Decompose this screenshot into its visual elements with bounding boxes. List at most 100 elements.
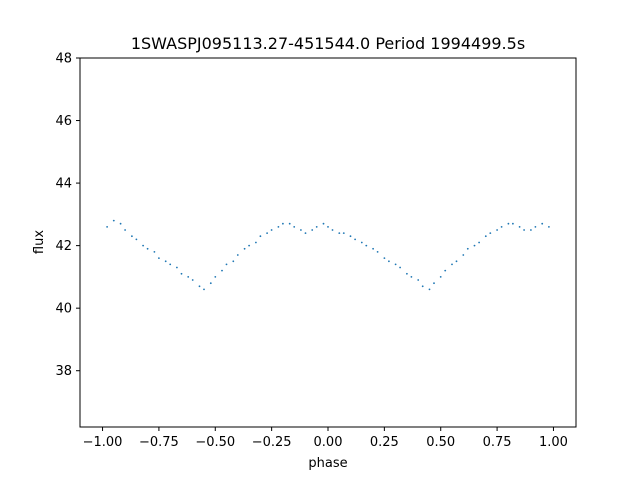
y-tick-label: 40 bbox=[55, 302, 72, 317]
data-point bbox=[496, 229, 498, 231]
data-point bbox=[243, 247, 246, 250]
data-point bbox=[153, 251, 156, 253]
data-point bbox=[146, 247, 149, 250]
data-point bbox=[354, 238, 356, 241]
data-point bbox=[236, 254, 239, 256]
data-point bbox=[500, 226, 503, 228]
data-point bbox=[176, 266, 178, 269]
data-point bbox=[523, 229, 525, 231]
data-point bbox=[327, 226, 329, 228]
data-point bbox=[518, 226, 521, 228]
data-point bbox=[214, 276, 217, 278]
y-tick-label: 38 bbox=[55, 364, 72, 379]
data-point bbox=[383, 257, 386, 259]
data-point bbox=[462, 254, 465, 256]
data-point bbox=[282, 222, 284, 225]
x-tick-label: 0.00 bbox=[314, 435, 343, 450]
data-point bbox=[270, 229, 273, 231]
x-tick-label: −1.00 bbox=[83, 435, 123, 450]
data-point bbox=[331, 229, 334, 231]
x-tick-label: 1.00 bbox=[539, 435, 568, 450]
data-point bbox=[484, 235, 487, 238]
data-point bbox=[322, 222, 325, 225]
x-axis: −1.00 −0.75 −0.50 −0.25 0.00 0.25 0.50 0.75 1.00 bbox=[83, 427, 568, 450]
data-point bbox=[439, 276, 442, 278]
data-point bbox=[119, 222, 122, 225]
y-tick-label: 48 bbox=[55, 52, 72, 67]
data-point bbox=[541, 222, 544, 225]
data-point bbox=[365, 244, 368, 247]
data-point bbox=[388, 260, 390, 263]
data-point bbox=[417, 279, 420, 281]
data-point bbox=[266, 232, 268, 235]
data-point bbox=[466, 247, 469, 250]
y-axis: 38 40 42 44 46 48 bbox=[55, 52, 80, 379]
data-point bbox=[410, 276, 413, 278]
data-point bbox=[548, 226, 550, 228]
data-point bbox=[187, 276, 190, 278]
data-point bbox=[106, 226, 108, 228]
data-point bbox=[428, 288, 431, 291]
x-tick-label: 0.75 bbox=[483, 435, 512, 450]
data-point bbox=[360, 241, 363, 244]
data-point bbox=[534, 226, 537, 228]
data-point bbox=[248, 244, 251, 247]
data-point bbox=[198, 285, 201, 288]
data-point bbox=[255, 241, 257, 244]
y-axis-label: flux bbox=[32, 230, 47, 254]
x-tick-label: −0.25 bbox=[252, 435, 292, 450]
data-point bbox=[349, 235, 352, 238]
data-point bbox=[209, 282, 212, 285]
data-point bbox=[451, 263, 453, 266]
data-point bbox=[399, 266, 401, 269]
y-tick-label: 44 bbox=[55, 177, 72, 192]
data-point bbox=[191, 279, 194, 281]
y-tick-label: 42 bbox=[55, 239, 72, 254]
data-point bbox=[203, 288, 205, 291]
data-point bbox=[406, 272, 408, 275]
data-point bbox=[455, 260, 458, 263]
data-point bbox=[478, 241, 480, 244]
data-point bbox=[315, 226, 318, 228]
data-point bbox=[507, 222, 510, 225]
data-point bbox=[473, 244, 476, 247]
x-tick-label: 0.25 bbox=[370, 435, 399, 450]
data-point bbox=[180, 272, 183, 275]
data-point bbox=[376, 251, 379, 253]
data-point bbox=[142, 244, 145, 247]
x-tick-label: −0.75 bbox=[139, 435, 179, 450]
data-point bbox=[421, 285, 424, 288]
data-point bbox=[444, 269, 447, 272]
data-point bbox=[135, 238, 138, 241]
data-point bbox=[489, 232, 492, 235]
x-tick-label: 0.50 bbox=[426, 435, 455, 450]
data-point bbox=[232, 260, 235, 263]
data-point bbox=[158, 257, 160, 259]
data-point bbox=[277, 226, 280, 228]
scatter-points bbox=[106, 219, 550, 291]
data-point bbox=[259, 235, 262, 238]
data-point bbox=[512, 222, 514, 225]
data-point bbox=[304, 232, 307, 235]
data-point bbox=[372, 247, 374, 250]
data-point bbox=[169, 263, 172, 266]
data-point bbox=[112, 219, 115, 222]
data-point bbox=[221, 269, 223, 272]
data-point bbox=[225, 263, 228, 266]
data-point bbox=[288, 222, 291, 225]
data-point bbox=[530, 229, 532, 231]
data-point bbox=[433, 282, 435, 285]
data-point bbox=[311, 229, 314, 231]
data-point bbox=[293, 226, 296, 228]
data-point bbox=[342, 232, 345, 235]
x-tick-label: −0.50 bbox=[195, 435, 235, 450]
data-point bbox=[394, 263, 397, 266]
data-point bbox=[164, 260, 167, 263]
x-axis-label: phase bbox=[308, 456, 347, 471]
data-point bbox=[124, 229, 126, 231]
data-point bbox=[300, 229, 302, 231]
data-point bbox=[338, 232, 341, 235]
chart-title: 1SWASPJ095113.27-451544.0 Period 1994499… bbox=[131, 34, 525, 53]
